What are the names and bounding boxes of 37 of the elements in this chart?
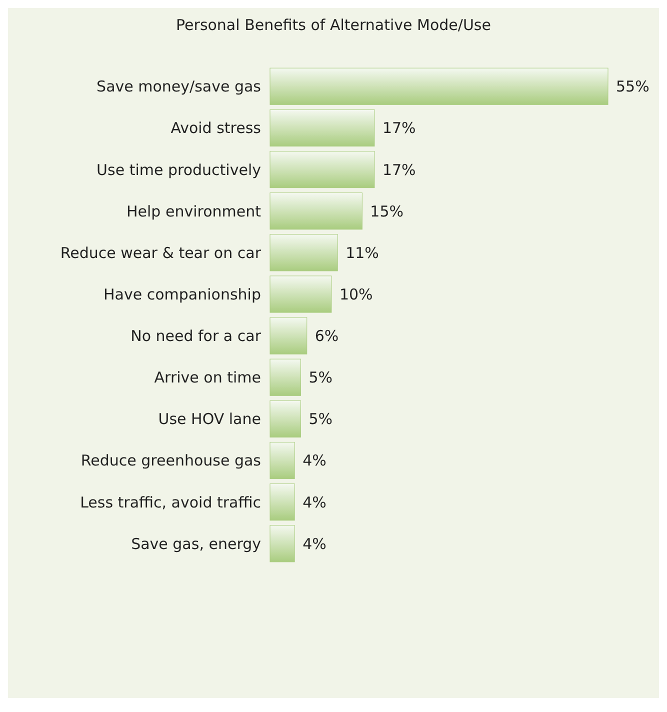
bar [270,109,375,146]
bar [270,442,295,480]
data-label: 5% [308,410,333,428]
bar [270,484,295,521]
bar [270,276,332,313]
bar [270,150,375,188]
bar [270,525,295,562]
y-tick-label: Help environment [126,202,262,220]
data-label: 10% [339,285,373,304]
data-label: 4% [302,493,326,512]
bar [270,68,608,105]
data-label: 17% [382,119,416,138]
data-label: 5% [308,368,333,387]
y-tick-label: Use HOV lane [158,410,261,428]
bar [270,192,362,230]
bar [270,358,301,396]
y-tick-label: Have companionship [104,285,261,304]
data-label: 4% [302,452,326,470]
y-tick-label: Save gas, energy [131,534,262,553]
data-label: 11% [346,244,379,262]
data-label: 55% [616,78,650,96]
bar [270,234,338,272]
y-tick-label: Reduce wear & tear on car [60,244,262,262]
y-tick-label: Arrive on time [154,368,261,387]
bar [270,400,301,438]
y-tick-label: No need for a car [130,327,262,346]
y-tick-label: Reduce greenhouse gas [80,452,262,470]
y-tick-label: Save money/save gas [96,78,262,96]
y-tick-label: Less traffic, avoid traffic [80,493,261,512]
y-tick-label: Avoid stress [170,119,262,138]
bar [270,317,308,354]
data-label: 4% [302,534,326,553]
data-label: 17% [382,160,416,179]
y-tick-label: Use time productively [96,160,262,179]
chart-title: Personal Benefits of Alternative Mode/Use [176,16,491,34]
data-label: 6% [314,327,339,346]
data-label: 15% [370,202,404,220]
